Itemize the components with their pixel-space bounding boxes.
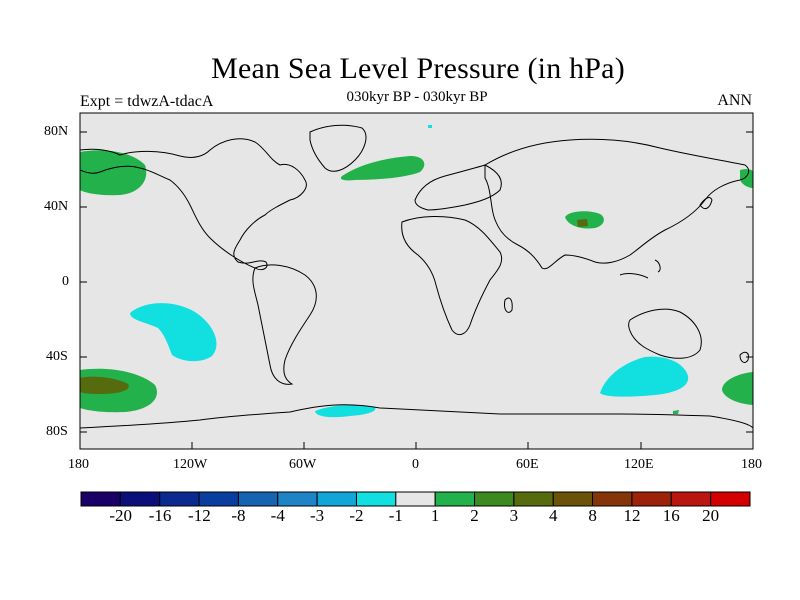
x-tick-label: 180 <box>68 457 89 472</box>
colorbar-label: 8 <box>588 506 597 525</box>
colorbar-swatch <box>592 491 633 507</box>
europe-coast <box>414 164 502 211</box>
experiment-label: Expt = tdwzA-tdacA <box>80 93 214 110</box>
colorbar-swatch <box>198 491 239 507</box>
x-tick-label: 120W <box>173 457 208 472</box>
colorbar-label: 16 <box>662 506 680 525</box>
anomaly-patch-southeast-pacific <box>130 303 217 362</box>
anomaly-patch-north-atlantic <box>340 156 425 181</box>
y-tick-label: 80N <box>44 124 69 139</box>
colorbar-label: -8 <box>231 506 246 525</box>
period-label: 030kyr BP - 030kyr BP <box>346 89 488 105</box>
colorbar-label: -12 <box>188 506 211 525</box>
y-tick-label: 80S <box>46 424 68 439</box>
colorbar-label: -1 <box>388 506 403 525</box>
japan-coast <box>699 197 713 210</box>
x-tick-label: 60E <box>516 457 539 472</box>
colorbar-swatch <box>474 491 515 507</box>
south-america-coast <box>252 264 317 385</box>
colorbar-label: -3 <box>310 506 325 525</box>
colorbar-label: -20 <box>109 506 133 525</box>
colorbar-swatch <box>316 491 357 507</box>
madagascar-coast <box>504 297 513 313</box>
x-ticks <box>79 442 754 449</box>
coastlines <box>79 124 754 429</box>
anomaly-patch-small-green <box>673 410 679 414</box>
colorbar-label: 20 <box>702 506 720 525</box>
colorbar-swatch <box>670 491 712 507</box>
colorbar <box>80 491 751 507</box>
anomaly-patch-south-pacific-east <box>722 372 753 405</box>
anomaly-patch-north-pacific-east <box>740 169 753 188</box>
anomaly-patch-south-indian <box>600 356 689 397</box>
colorbar-swatch <box>119 491 161 507</box>
colorbar-swatch <box>80 491 121 507</box>
anomaly-patch-tibet-core <box>577 219 588 227</box>
colorbar-swatch <box>710 491 751 507</box>
colorbar-swatch <box>237 491 279 507</box>
x-tick-label: 60W <box>289 457 317 472</box>
colorbar-swatch <box>434 491 476 507</box>
colorbar-label: 2 <box>470 506 479 525</box>
colorbar-swatch <box>631 491 672 507</box>
colorbar-swatch <box>277 491 318 507</box>
colorbar-label: 1 <box>430 506 440 525</box>
anomaly-patches <box>80 125 753 418</box>
colorbar-label: 4 <box>548 506 558 525</box>
colorbar-label: 3 <box>509 506 519 525</box>
anomaly-patch-weddell <box>315 404 376 418</box>
y-ticks <box>80 131 753 433</box>
colorbar-swatch <box>552 491 594 507</box>
australia-coast <box>628 308 702 359</box>
colorbar-swatch <box>159 491 200 507</box>
colorbar-swatch <box>513 491 554 507</box>
x-tick-label: 0 <box>412 457 419 472</box>
y-tick-label: 40N <box>44 199 69 214</box>
y-tick-label: 0 <box>62 274 69 289</box>
y-tick-label: 40S <box>46 349 68 364</box>
africa-coast <box>401 215 503 336</box>
maritime-islands <box>619 259 661 279</box>
anomaly-patch-tiny-arctic <box>428 125 432 128</box>
colorbar-label: 12 <box>623 506 641 525</box>
asia-coast <box>484 138 750 270</box>
anomaly-patch-south-pacific-core <box>80 376 129 394</box>
north-america-coast <box>79 138 307 271</box>
colorbar-swatch <box>355 491 397 507</box>
greenland-coast <box>309 124 367 172</box>
colorbar-label: -2 <box>349 506 364 525</box>
x-tick-label: 120E <box>624 457 654 472</box>
colorbar-swatch <box>395 491 436 507</box>
antarctica-coast <box>79 404 754 429</box>
new-zealand-coast <box>739 351 749 363</box>
x-tick-label: 180 <box>741 457 762 472</box>
map-title: Mean Sea Level Pressure (in hPa) <box>211 52 625 85</box>
colorbar-label: -16 <box>148 506 172 525</box>
colorbar-label: -4 <box>270 506 285 525</box>
season-label: ANN <box>717 92 752 109</box>
anomaly-patch-north-pacific <box>80 150 147 196</box>
